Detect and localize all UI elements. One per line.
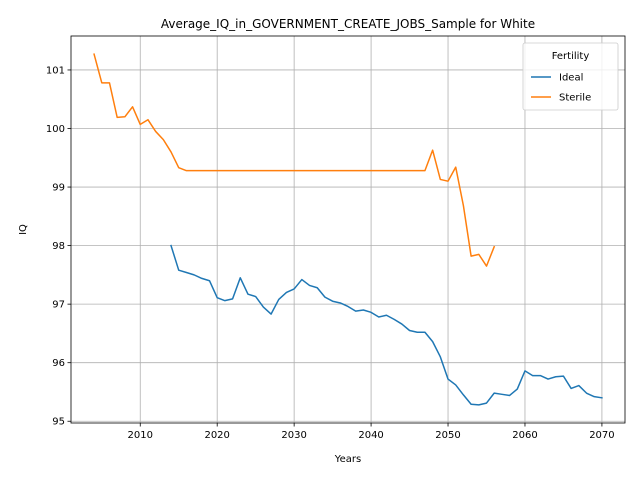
y-tick-label: 98	[52, 241, 65, 252]
y-tick-label: 100	[46, 124, 65, 135]
y-tick-label: 101	[46, 65, 65, 76]
y-gridlines	[71, 69, 625, 422]
legend: Fertility Ideal Sterile	[522, 42, 619, 111]
series-line-ideal	[170, 244, 603, 406]
series-layer	[93, 53, 603, 406]
x-axis-label: Years	[334, 454, 361, 465]
legend-label-sterile: Sterile	[559, 93, 591, 104]
x-tick-label: 2050	[435, 430, 460, 441]
legend-label-ideal: Ideal	[559, 73, 583, 84]
legend-items: Ideal Sterile	[531, 73, 591, 104]
x-tick-label: 2020	[204, 430, 229, 441]
plot-frame	[70, 35, 626, 424]
series-line-sterile	[93, 53, 496, 267]
x-tick-label: 2010	[128, 430, 153, 441]
y-axis-label: IQ	[18, 224, 29, 235]
chart-title: Average_IQ_in_GOVERNMENT_CREATE_JOBS_Sam…	[161, 17, 535, 31]
x-tick-label: 2060	[512, 430, 537, 441]
legend-title: Fertility	[552, 51, 590, 62]
x-axis-ticks: 2010 2020 2030 2040 2050 2060 2070	[128, 423, 615, 441]
x-tick-label: 2030	[281, 430, 306, 441]
y-tick-label: 95	[52, 417, 65, 428]
y-tick-label: 97	[52, 300, 65, 311]
x-tick-label: 2070	[589, 430, 614, 441]
x-tick-label: 2040	[358, 430, 383, 441]
legend-box	[522, 42, 619, 111]
y-tick-label: 96	[52, 358, 65, 369]
y-axis-ticks: 95 96 97 98 99 100 101	[46, 65, 71, 428]
y-tick-label: 99	[52, 183, 65, 194]
